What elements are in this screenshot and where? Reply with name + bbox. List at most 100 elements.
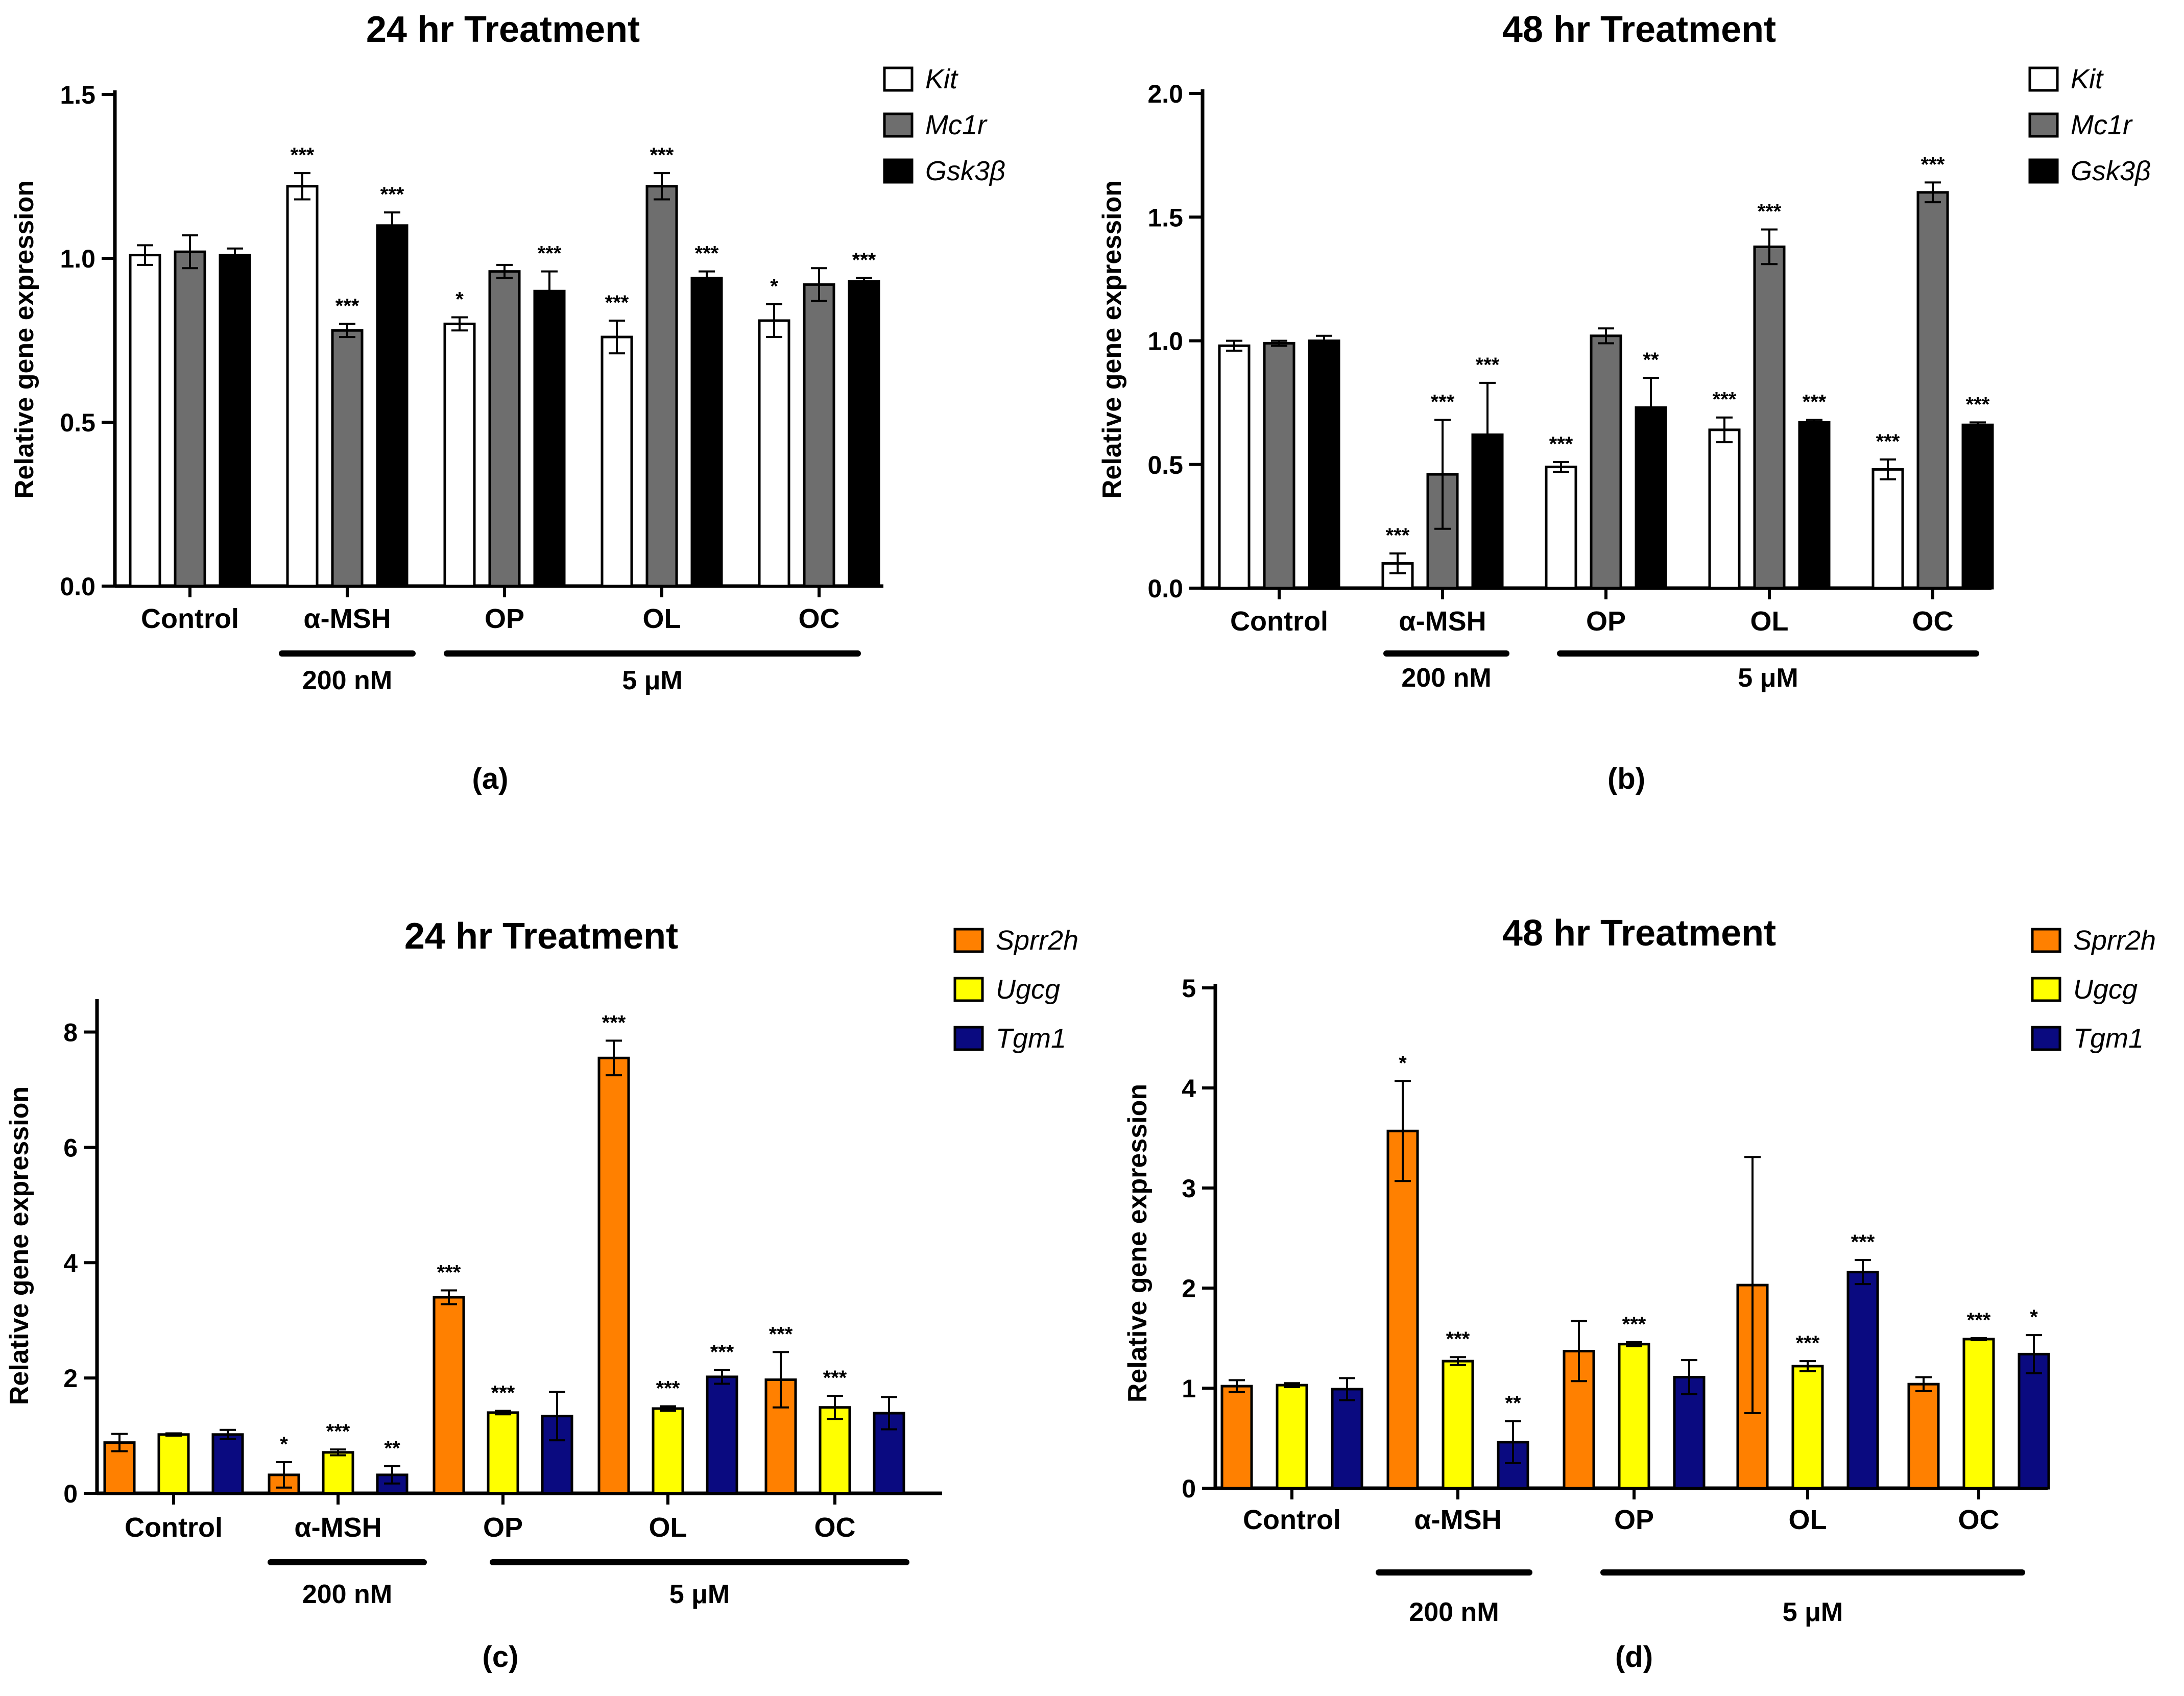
significance-stars: *** xyxy=(769,1323,793,1345)
bar-kit xyxy=(286,185,319,588)
group-label: 5 μM xyxy=(622,666,683,695)
significance-stars: *** xyxy=(380,183,404,206)
significance-stars: * xyxy=(770,275,778,298)
bar-mc1r xyxy=(1916,191,1949,590)
x-tick-label: OC xyxy=(799,603,840,634)
bar-sprr2h xyxy=(433,1296,465,1495)
y-tick-label: 6 xyxy=(63,1133,78,1162)
legend-swatch-kit xyxy=(883,66,914,92)
significance-stars: *** xyxy=(1476,354,1500,376)
panel-label: (b) xyxy=(1607,762,1645,795)
x-tick-label: Control xyxy=(125,1512,223,1543)
x-tick-label: OC xyxy=(1912,606,1954,637)
bar-gsk3β xyxy=(376,224,409,588)
chart-panel-3: 48 hr Treatment Relative gene expression 0… xyxy=(1123,913,2156,1674)
x-tick-label: Control xyxy=(141,603,239,634)
bar-mc1r xyxy=(1753,245,1786,590)
bar-tgm1 xyxy=(1673,1375,1706,1490)
legend-swatch-gsk3β xyxy=(2028,158,2059,184)
y-tick-label: 8 xyxy=(63,1018,78,1047)
bar-kit xyxy=(1871,468,1904,590)
legend-label: Ugcg xyxy=(996,974,1060,1005)
legend-label: Kit xyxy=(925,64,958,94)
x-tick-label: α-MSH xyxy=(1399,606,1486,637)
significance-stars: *** xyxy=(491,1382,515,1404)
significance-stars: *** xyxy=(1967,1309,1991,1331)
legend-swatch-mc1r xyxy=(2028,112,2059,138)
bar-mc1r xyxy=(645,185,678,588)
group-label: 200 nM xyxy=(1401,663,1491,693)
bar-kit xyxy=(1545,466,1577,590)
bar-mc1r xyxy=(803,283,835,588)
y-tick-label: 1.0 xyxy=(1147,327,1183,356)
x-tick-label: Control xyxy=(1230,606,1328,637)
significance-stars: * xyxy=(455,288,464,311)
bar-ugcg xyxy=(1276,1384,1308,1490)
significance-stars: *** xyxy=(291,144,315,166)
legend-swatch-sprr2h xyxy=(953,928,984,953)
significance-stars: ** xyxy=(1505,1392,1521,1415)
legend-label: Gsk3β xyxy=(2071,156,2151,186)
x-tick-label: OL xyxy=(649,1512,687,1543)
chart-panel-2: 24 hr Treatment Relative gene expression 0… xyxy=(5,916,1078,1674)
legend-label: Ugcg xyxy=(2073,974,2138,1005)
significance-stars: *** xyxy=(1549,433,1573,455)
significance-stars: *** xyxy=(538,243,562,265)
significance-stars: *** xyxy=(335,295,359,317)
legend-label: Kit xyxy=(2071,64,2104,94)
significance-stars: *** xyxy=(1758,200,1782,223)
x-tick-label: OP xyxy=(1586,606,1626,637)
bar-gsk3β xyxy=(219,254,251,588)
x-tick-label: OC xyxy=(1958,1505,2000,1535)
y-axis-label: Relative gene expression xyxy=(10,180,39,499)
group-label: 200 nM xyxy=(302,666,392,695)
bar-tgm1 xyxy=(1846,1271,1879,1490)
significance-stars: *** xyxy=(1921,153,1945,176)
x-tick-label: α-MSH xyxy=(1414,1505,1501,1535)
significance-stars: *** xyxy=(602,1011,626,1034)
bar-sprr2h xyxy=(1907,1383,1940,1490)
y-tick-label: 1.5 xyxy=(60,81,95,109)
significance-stars: *** xyxy=(437,1261,461,1283)
group-label: 200 nM xyxy=(302,1580,392,1609)
bar-ugcg xyxy=(1791,1365,1824,1490)
significance-stars: * xyxy=(2030,1306,2038,1328)
bar-tgm1 xyxy=(1331,1388,1363,1490)
legend-label: Tgm1 xyxy=(2073,1023,2144,1054)
bar-mc1r xyxy=(1263,342,1295,590)
y-tick-label: 0.0 xyxy=(1147,574,1183,603)
y-tick-label: 2 xyxy=(63,1364,78,1393)
significance-stars: * xyxy=(1399,1052,1407,1074)
y-axis-label: Relative gene expression xyxy=(1097,180,1127,499)
bar-tgm1 xyxy=(706,1375,738,1495)
bar-tgm1 xyxy=(211,1433,244,1495)
bar-kit xyxy=(1218,344,1251,590)
legend-swatch-sprr2h xyxy=(2031,928,2061,953)
y-tick-label: 1 xyxy=(1182,1374,1196,1403)
bar-gsk3β xyxy=(1798,421,1831,590)
bar-ugcg xyxy=(1962,1338,1995,1490)
bar-ugcg xyxy=(157,1433,190,1495)
x-tick-label: α-MSH xyxy=(294,1512,381,1543)
x-tick-label: OC xyxy=(814,1512,856,1543)
significance-stars: *** xyxy=(605,292,629,314)
x-tick-label: α-MSH xyxy=(303,603,391,634)
legend-label: Tgm1 xyxy=(996,1023,1066,1054)
y-tick-label: 2.0 xyxy=(1147,80,1183,108)
legend-label: Sprr2h xyxy=(996,925,1078,956)
significance-stars: *** xyxy=(1713,389,1737,411)
bar-mc1r xyxy=(174,250,206,588)
legend-swatch-ugcg xyxy=(953,977,984,1002)
bar-kit xyxy=(129,254,161,588)
y-tick-label: 0 xyxy=(1182,1474,1196,1503)
group-label: 5 μM xyxy=(1738,663,1798,693)
y-tick-label: 3 xyxy=(1182,1174,1196,1203)
significance-stars: *** xyxy=(695,243,719,265)
legend-swatch-mc1r xyxy=(883,112,914,138)
panel-label: (c) xyxy=(483,1640,519,1674)
bar-kit xyxy=(443,322,476,588)
bar-ugcg xyxy=(487,1411,519,1495)
legend-swatch-tgm1 xyxy=(2031,1026,2061,1051)
legend-swatch-ugcg xyxy=(2031,977,2061,1002)
